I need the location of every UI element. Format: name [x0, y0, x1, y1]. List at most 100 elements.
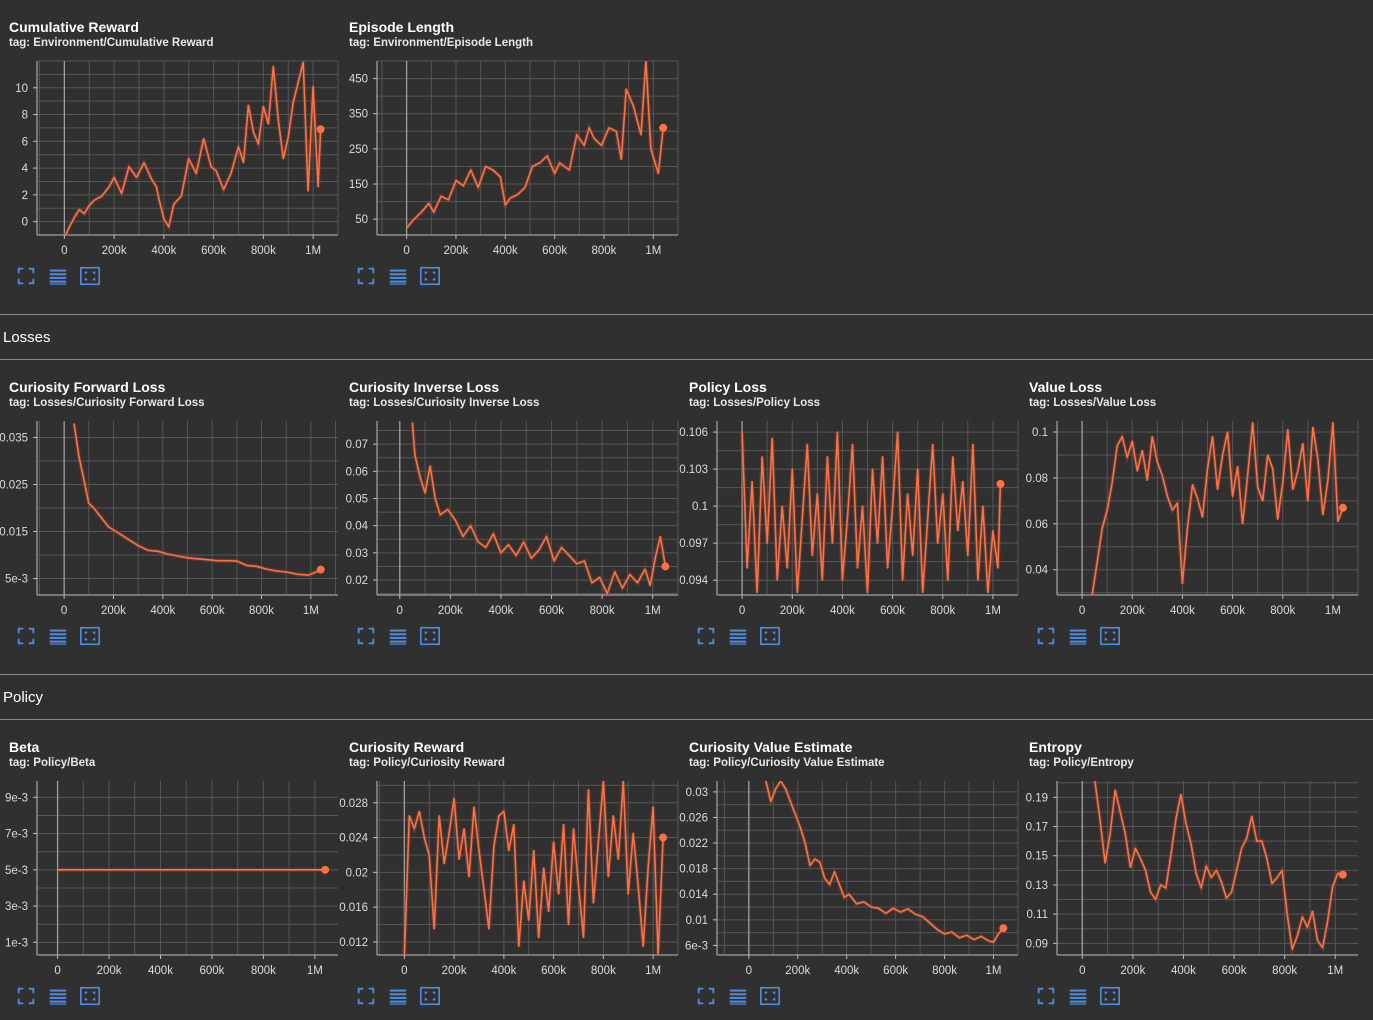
series-last-point[interactable] — [1338, 870, 1347, 879]
series-line[interactable] — [73, 423, 322, 576]
fit-domain-icon — [1100, 626, 1120, 646]
expand-chart-button[interactable] — [1034, 624, 1058, 648]
fit-domain-button[interactable] — [758, 624, 782, 648]
y-tick-label: 0.08 — [1026, 473, 1048, 485]
toggle-data-button[interactable] — [386, 984, 410, 1008]
x-tick-label: 800k — [1272, 965, 1297, 977]
line-chart[interactable]: 0 200k 400k 600k 800k 1M 0.09 0.11 0.13 0.15 0.17 0… — [1020, 775, 1360, 980]
toggle-data-button[interactable] — [1066, 984, 1090, 1008]
expand-chart-button[interactable] — [14, 984, 38, 1008]
y-tick-label: 4 — [22, 163, 29, 175]
fit-domain-button[interactable] — [1098, 624, 1122, 648]
series-last-point[interactable] — [659, 833, 668, 842]
fit-domain-icon — [420, 266, 440, 286]
series-last-point[interactable] — [999, 924, 1008, 933]
toggle-data-button[interactable] — [46, 624, 70, 648]
y-tick-label: 0.02 — [346, 867, 368, 879]
series-last-point[interactable] — [1338, 503, 1347, 512]
x-tick-label: 200k — [780, 605, 805, 617]
toggle-data-button[interactable] — [386, 264, 410, 288]
series-last-point[interactable] — [316, 565, 325, 574]
y-tick-label: 0.04 — [346, 521, 369, 533]
y-tick-label: 6e-3 — [685, 940, 708, 952]
expand-chart-button[interactable] — [14, 264, 38, 288]
y-tick-label: 3e-3 — [5, 901, 28, 913]
list-icon — [49, 629, 67, 645]
x-tick-label: 0 — [1079, 605, 1085, 617]
toggle-data-button[interactable] — [386, 624, 410, 648]
fit-domain-button[interactable] — [1098, 984, 1122, 1008]
series-line[interactable] — [403, 781, 664, 955]
x-tick-label: 1M — [307, 965, 323, 977]
line-chart[interactable]: 0 200k 400k 600k 800k 1M 5e-3 0.015 0.025 0.035 — [0, 415, 340, 620]
line-chart[interactable]: 0 200k 400k 600k 800k 1M 0.02 0.03 0.04 0.05 0.06 0… — [340, 415, 680, 620]
chart-tag: tag: Environment/Cumulative Reward — [9, 37, 214, 49]
toggle-data-button[interactable] — [726, 984, 750, 1008]
line-chart[interactable]: 0 200k 400k 600k 800k 1M 0.04 0.06 0.08 0.1 — [1020, 415, 1360, 620]
chart-title: Curiosity Value Estimate — [689, 739, 853, 755]
x-tick-label: 600k — [201, 245, 226, 257]
x-tick-label: 400k — [493, 245, 518, 257]
fullscreen-icon — [17, 987, 35, 1005]
chart-title: Episode Length — [349, 19, 454, 35]
series-last-point[interactable] — [659, 123, 668, 132]
series-line[interactable] — [411, 422, 667, 595]
line-chart[interactable]: 0 200k 400k 600k 800k 1M 1e-3 3e-3 5e-3 7e-3 9e-3 — [0, 775, 340, 980]
line-chart[interactable]: 0 200k 400k 600k 800k 1M 0.012 0.016 0.02 0.024 0.… — [339, 775, 680, 980]
toggle-data-button[interactable] — [46, 264, 70, 288]
toggle-data-button[interactable] — [46, 984, 70, 1008]
fit-domain-button[interactable] — [78, 984, 102, 1008]
chart-card-episode-length: Episode Length tag: Environment/Episode L… — [340, 0, 680, 300]
line-chart[interactable]: 0 200k 400k 600k 800k 1M 50 150 250 350 450 — [340, 55, 680, 260]
section-header-policy[interactable]: Policy — [0, 674, 1373, 720]
toggle-data-button[interactable] — [726, 624, 750, 648]
series-line[interactable] — [1091, 422, 1344, 595]
x-tick-label: 600k — [880, 605, 905, 617]
fit-domain-button[interactable] — [418, 984, 442, 1008]
series-line[interactable] — [765, 781, 1004, 943]
series-last-point[interactable] — [316, 125, 325, 134]
expand-chart-button[interactable] — [694, 984, 718, 1008]
series-last-point[interactable] — [661, 562, 670, 571]
fullscreen-icon — [697, 987, 715, 1005]
series-last-point[interactable] — [996, 479, 1005, 488]
series-line[interactable] — [1094, 781, 1344, 950]
y-tick-label: 0.03 — [686, 787, 708, 799]
chart-card-curiosity-reward: Curiosity Reward tag: Policy/Curiosity Re… — [339, 720, 680, 1020]
toggle-data-button[interactable] — [1066, 624, 1090, 648]
list-icon — [389, 269, 407, 285]
x-tick-label: 1M — [645, 605, 661, 617]
x-tick-label: 800k — [930, 605, 955, 617]
x-tick-label: 800k — [251, 965, 276, 977]
x-tick-label: 200k — [97, 965, 122, 977]
section-header-losses[interactable]: Losses — [0, 314, 1373, 360]
y-tick-label: 450 — [349, 74, 368, 86]
expand-chart-button[interactable] — [14, 624, 38, 648]
x-tick-label: 400k — [1171, 965, 1196, 977]
series-last-point[interactable] — [321, 865, 330, 874]
series-line[interactable] — [64, 61, 322, 237]
fit-domain-button[interactable] — [78, 624, 102, 648]
line-chart[interactable]: 0 200k 400k 600k 800k 1M 0.094 0.097 0.1 0.103 0.1… — [679, 415, 1020, 620]
grid — [37, 60, 339, 236]
line-chart[interactable]: 0 200k 400k 600k 800k 1M 6e-3 0.01 0.014 0.018 0.0… — [679, 775, 1020, 980]
line-chart[interactable]: 0 200k 400k 600k 800k 1M 0 2 4 6 8 10 — [0, 55, 340, 260]
expand-chart-button[interactable] — [694, 624, 718, 648]
fit-domain-button[interactable] — [78, 264, 102, 288]
series-line[interactable] — [741, 431, 1002, 594]
y-tick-label: 0.015 — [0, 527, 28, 539]
fit-domain-button[interactable] — [418, 624, 442, 648]
grid — [377, 421, 679, 595]
fit-domain-button[interactable] — [758, 984, 782, 1008]
expand-chart-button[interactable] — [354, 264, 378, 288]
expand-chart-button[interactable] — [354, 984, 378, 1008]
fit-domain-icon — [420, 626, 440, 646]
y-tick-label: 0.04 — [1026, 565, 1049, 577]
series-line[interactable] — [405, 61, 664, 229]
y-tick-label: 0.094 — [679, 575, 708, 587]
expand-chart-button[interactable] — [354, 624, 378, 648]
expand-chart-button[interactable] — [1034, 984, 1058, 1008]
x-tick-label: 0 — [739, 605, 745, 617]
fit-domain-button[interactable] — [418, 264, 442, 288]
y-tick-label: 0.103 — [679, 464, 708, 476]
